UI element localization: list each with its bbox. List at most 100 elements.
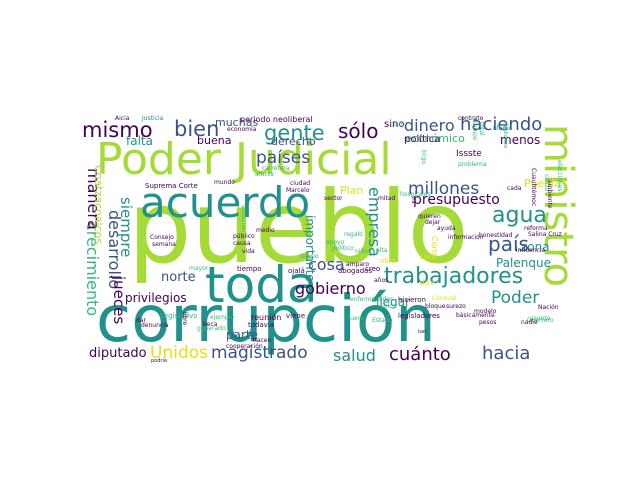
- word-causa: causa: [233, 240, 251, 247]
- word-poder-judicial: Poder Judicial: [96, 134, 392, 185]
- word-presupuesto: presupuesto: [413, 192, 500, 208]
- word-diputado: diputado: [89, 346, 147, 361]
- word-mayor: mayor: [189, 265, 209, 272]
- word-quieren: quieren: [418, 213, 441, 220]
- word-mundo: mundo: [214, 179, 235, 186]
- word-hospitales: hospitales: [400, 191, 431, 198]
- word-justicia: Justicia: [142, 115, 164, 122]
- word-estado: Estado: [372, 317, 393, 324]
- word-enfermedades: enfermedades: [350, 296, 394, 303]
- word-millones: millones: [408, 179, 480, 199]
- word-aicia: Aicia: [115, 115, 130, 122]
- word-beca: beca: [203, 321, 218, 328]
- word-economia: economía: [227, 126, 257, 133]
- word-economico: económico: [405, 132, 465, 145]
- word-coatzacoalcos: Coatzacoalcos: [92, 165, 105, 245]
- word-basicamente: básicamente: [456, 312, 495, 319]
- word-reunion: reunión: [251, 313, 282, 322]
- word-abogados: abogados: [338, 267, 373, 275]
- word-dejar: dejar: [425, 219, 441, 226]
- word-corrupcion: corrupción: [96, 283, 436, 357]
- word-publico: público: [233, 233, 255, 240]
- word-politica: política: [404, 134, 441, 145]
- word-legisladores: legisladores: [398, 312, 440, 320]
- word-informacion: información: [448, 234, 484, 241]
- word-hacia: hacia: [482, 343, 531, 364]
- word-salud: salud: [333, 346, 376, 365]
- word-cooperacion: cooperación: [226, 343, 263, 350]
- word-situacion: situación: [240, 205, 247, 233]
- word-tiempo: tiempo: [237, 265, 262, 273]
- word-llegar: llegar: [376, 295, 410, 309]
- word-palenque: Palenque: [496, 256, 551, 270]
- word-problema: problema: [458, 161, 487, 168]
- word-legislativo: Legislativo: [160, 312, 198, 320]
- word-total: total: [478, 122, 485, 136]
- word-ciudad: ciudad: [290, 180, 311, 187]
- word-buena: buena: [197, 134, 232, 147]
- word-semana: semana: [152, 241, 176, 248]
- word-surezo: surezo: [446, 303, 466, 310]
- word-jueces: jueces: [110, 276, 128, 325]
- word-ayuda: ayuda: [437, 225, 456, 232]
- word-grupo: Grupo: [300, 253, 319, 260]
- word-poder: Poder: [491, 288, 540, 308]
- word-politico: político: [332, 245, 354, 252]
- word-issste: Issste: [456, 149, 482, 159]
- word-ejemplo: ejemplo: [210, 314, 235, 321]
- word-solo: sólo: [338, 119, 379, 143]
- word-cosa: cosa: [308, 255, 345, 274]
- word-importante: importante: [303, 215, 317, 282]
- word-magistrado: magistrado: [211, 343, 308, 363]
- word-reforma: reforma: [524, 225, 548, 232]
- word-modelo: modelo: [474, 308, 497, 315]
- word-nadie: nadie: [521, 319, 538, 326]
- word-parte: parte: [226, 328, 258, 342]
- word-gobierno: gobierno: [295, 279, 366, 298]
- word-toda: toda: [205, 256, 318, 314]
- word-zona: zona: [521, 240, 550, 254]
- word-asunto: asunto: [530, 315, 551, 322]
- word-guerrero: Guerrero: [527, 317, 554, 324]
- word-hacen: hacen: [253, 337, 272, 344]
- word-menos: menos: [500, 133, 541, 147]
- word-derecho: derecho: [271, 135, 316, 148]
- word-cuanto: cuánto: [389, 344, 451, 365]
- word-suprema-corte: Suprema Corte: [145, 182, 198, 190]
- word-afecta: afecta: [255, 171, 274, 178]
- word-muchas: muchas: [215, 116, 259, 129]
- word-unidos: Unidos: [150, 343, 208, 363]
- word-acuerdo: acuerdo: [140, 178, 311, 227]
- word-generado: generado: [197, 325, 226, 332]
- word-paises: países: [256, 148, 311, 168]
- word-nacion: Nación: [538, 304, 559, 311]
- word-carretera: carretera: [262, 165, 290, 172]
- word-fuera: fuera: [348, 315, 364, 322]
- word-ambiente: ambiente: [546, 180, 553, 209]
- word-hicieron: hicieron: [398, 296, 426, 304]
- word-pueblo: pueblo: [128, 169, 469, 286]
- word-agua: agua: [492, 203, 547, 228]
- word-apoyo: apoyo: [326, 239, 345, 246]
- word-amparo: amparo: [346, 261, 370, 268]
- word-podria: podría: [151, 358, 167, 364]
- word-elecciones: elecciones: [556, 160, 563, 192]
- word-dinero: dinero: [404, 116, 455, 135]
- word-plan: Plan: [340, 184, 364, 197]
- word-trigo: trigo: [420, 150, 427, 164]
- word-privilegios: privilegios: [125, 291, 187, 305]
- word-honestidad: honestidad: [479, 232, 513, 239]
- word-salina-cruz: Salina Cruz: [528, 231, 562, 238]
- word-creo: creo: [365, 265, 381, 273]
- word-candidatos: candidatos: [502, 121, 508, 149]
- word-libre: libre: [181, 312, 188, 326]
- word-coneval: Coneval: [432, 295, 457, 302]
- word-influencia: influencia: [516, 247, 546, 254]
- word-dar: dar: [136, 317, 146, 324]
- word-siempre: siempre: [117, 197, 135, 258]
- word-sector: sector: [324, 195, 343, 202]
- word-medio: medio: [256, 227, 275, 234]
- word-unico: único: [380, 303, 397, 310]
- word-trabajadores: trabajadores: [384, 264, 524, 289]
